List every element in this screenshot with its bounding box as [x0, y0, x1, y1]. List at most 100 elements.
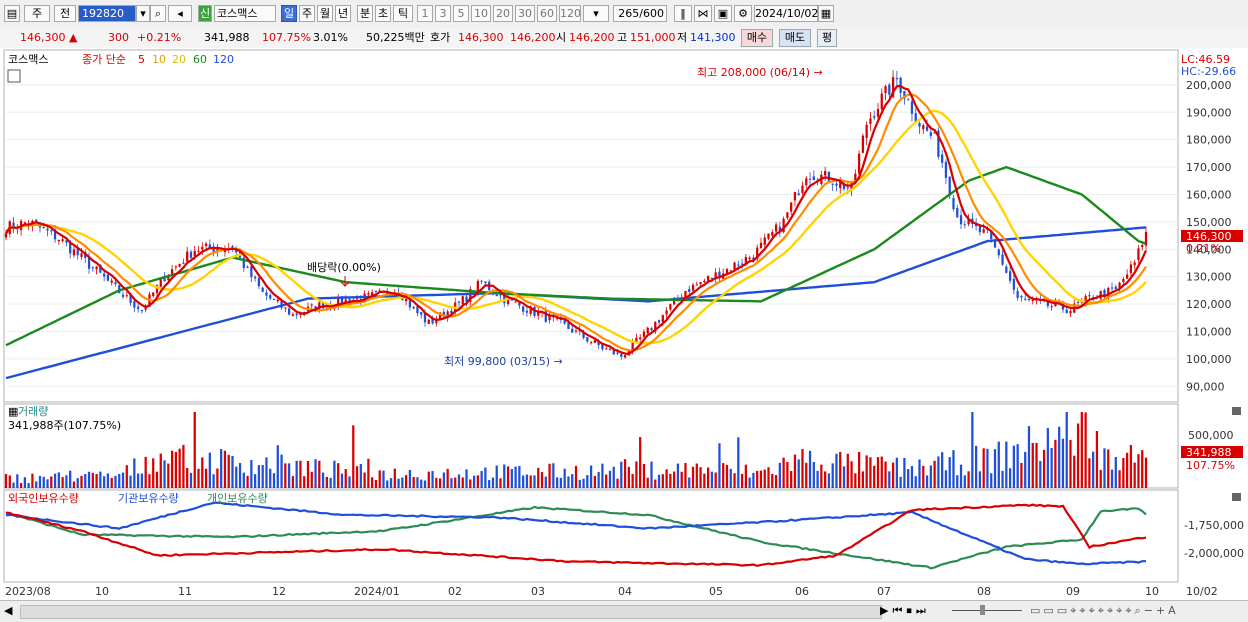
period-tick[interactable]: 틱 — [393, 5, 413, 22]
candle-body — [461, 296, 464, 305]
y-tick-label: 100,000 — [1186, 353, 1232, 366]
candle-body — [895, 78, 898, 80]
playback-controls[interactable]: ▶⏮⏹⏭ — [880, 604, 930, 617]
indicator-icon[interactable]: ⋈ — [694, 5, 712, 22]
volume-bar — [827, 473, 831, 488]
interval-20[interactable]: 20 — [493, 5, 513, 22]
volume-bar — [722, 463, 725, 488]
chevron-down-icon[interactable]: ▾ — [136, 5, 150, 22]
period-year[interactable]: 년 — [335, 5, 351, 22]
volume-bar — [680, 471, 683, 488]
volume-bar — [325, 476, 328, 488]
candle-body — [378, 290, 381, 292]
candle-body — [269, 295, 272, 299]
candle-body — [106, 274, 110, 281]
interval-10[interactable]: 10 — [471, 5, 491, 22]
market-select[interactable]: 주 — [24, 5, 50, 22]
candle-body — [1141, 245, 1144, 248]
table-icon[interactable] — [7, 69, 21, 83]
candle-body — [1129, 264, 1133, 274]
volume-bar — [23, 477, 27, 488]
volume-bar — [631, 473, 634, 488]
scroll-track[interactable] — [20, 605, 882, 619]
interval-3[interactable]: 3 — [435, 5, 451, 22]
candle-body — [103, 273, 106, 277]
candle-body — [548, 315, 551, 321]
code-input[interactable]: 192820 — [78, 5, 136, 22]
candle-body — [933, 132, 936, 134]
speaker-icon[interactable]: ◂ — [168, 5, 192, 22]
volume-close-icon[interactable] — [1232, 407, 1241, 415]
sell-button[interactable]: 매도 — [779, 29, 811, 47]
volume-bar — [76, 478, 79, 488]
period-day[interactable]: 일 — [281, 5, 297, 22]
candle-body — [695, 284, 698, 286]
candle-body — [824, 171, 827, 176]
quote-volume: 341,988 — [204, 31, 250, 44]
volume-bar — [1129, 445, 1133, 488]
date-input[interactable]: 2024/10/02 — [754, 5, 819, 22]
zoom-slider-handle[interactable] — [980, 605, 985, 615]
volume-bar — [733, 473, 736, 488]
holdings-close-icon[interactable] — [1232, 493, 1241, 501]
volume-bar — [189, 472, 193, 488]
candle-body — [450, 310, 453, 314]
candle-body — [571, 328, 574, 333]
interval-dropdown[interactable]: ▾ — [583, 5, 609, 22]
period-month[interactable]: 월 — [317, 5, 333, 22]
save-icon[interactable]: ▣ — [714, 5, 732, 22]
candle-icon[interactable]: ‖ — [674, 5, 692, 22]
volume-bar — [552, 463, 555, 488]
volume-bar — [272, 473, 276, 488]
candle-body — [310, 304, 313, 306]
scroll-left-icon[interactable]: ◀ — [4, 604, 13, 617]
interval-60[interactable]: 60 — [537, 5, 557, 22]
candle-body — [744, 257, 747, 263]
volume-bar — [914, 476, 917, 488]
candle-body — [850, 182, 853, 191]
volume-bar — [891, 462, 895, 488]
chart-canvas[interactable]: 90,000 100,000 110,000 120,000 130,000 140,00… — [0, 48, 1248, 600]
prev-button[interactable]: 전 — [54, 5, 76, 22]
volume-bar — [431, 471, 434, 488]
candle-body — [846, 187, 849, 189]
volume-bar — [1024, 451, 1027, 488]
interval-120[interactable]: 120 — [559, 5, 581, 22]
volume-bar — [1099, 469, 1102, 488]
volume-bar — [771, 473, 774, 488]
y-tick-label: 110,000 — [1186, 325, 1232, 338]
layout-icon[interactable]: ▤ — [4, 5, 20, 22]
candle-body — [978, 224, 982, 233]
period-second[interactable]: 초 — [375, 5, 391, 22]
candle-body — [903, 90, 906, 99]
candle-body — [1069, 311, 1072, 314]
interval-30[interactable]: 30 — [515, 5, 535, 22]
drawing-tools[interactable]: ▭▭▭⌖⌖⌖⌖⌖⌖⌖⌕−+A — [1030, 604, 1179, 617]
gear-icon[interactable]: ⚙ — [734, 5, 752, 22]
period-minute[interactable]: 분 — [357, 5, 373, 22]
y-tick-label: 130,000 — [1186, 271, 1232, 284]
calendar-icon[interactable]: ▦ — [818, 5, 834, 22]
candle-body — [140, 310, 144, 312]
volume-bar — [835, 453, 838, 488]
candle-body — [1020, 295, 1023, 298]
candle-body — [740, 263, 744, 265]
period-week[interactable]: 주 — [299, 5, 315, 22]
candle-body — [869, 118, 872, 124]
interval-1[interactable]: 1 — [417, 5, 433, 22]
bars-count[interactable]: 265/600 — [613, 5, 667, 22]
chart-scrollbar[interactable]: ◀ ▶⏮⏹⏭ ▭▭▭⌖⌖⌖⌖⌖⌖⌖⌕−+A — [0, 600, 1248, 622]
price-axis: 90,000 100,000 110,000 120,000 130,000 140,00… — [1186, 79, 1232, 393]
volume-bar — [178, 448, 181, 488]
candle-body — [155, 285, 159, 294]
search-icon[interactable]: ⌕ — [150, 5, 166, 22]
volume-bar — [287, 463, 291, 488]
volume-title-icon: ▦ — [8, 405, 18, 418]
interval-5[interactable]: 5 — [453, 5, 469, 22]
bars-shown[interactable]: 265 — [618, 7, 640, 20]
eval-button[interactable]: 평 — [817, 29, 837, 47]
buy-button[interactable]: 매수 — [741, 29, 773, 47]
volume-bar — [699, 467, 702, 488]
zoom-slider[interactable] — [952, 610, 1022, 611]
candle-body — [703, 280, 706, 283]
